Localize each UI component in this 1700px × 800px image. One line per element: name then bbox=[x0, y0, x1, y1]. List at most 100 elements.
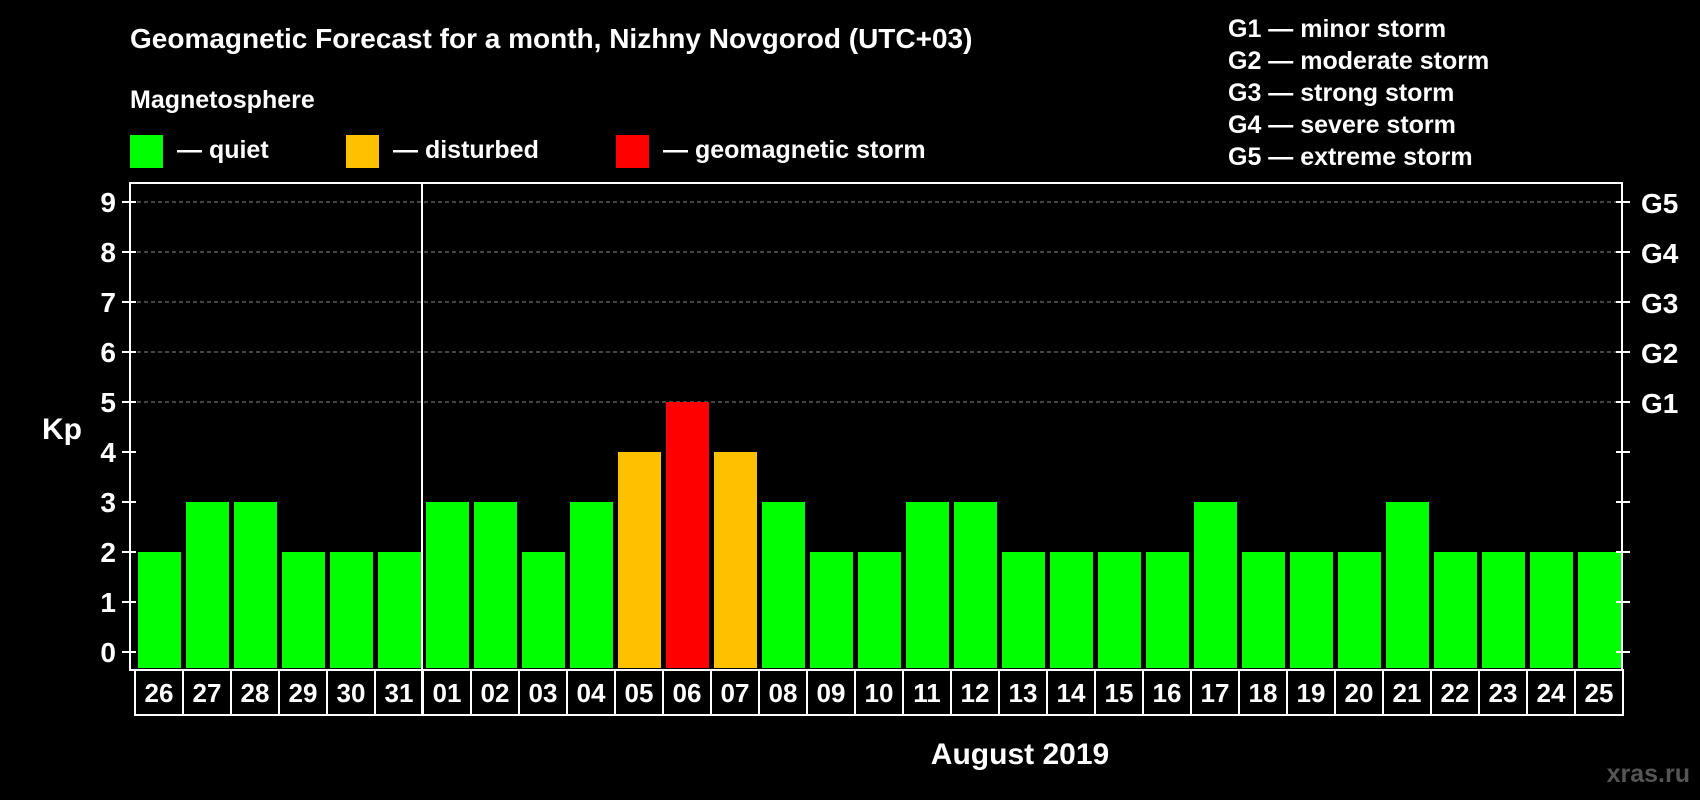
bar-03 bbox=[522, 552, 565, 668]
x-tick-label: 09 bbox=[817, 678, 846, 708]
bar-22 bbox=[1434, 552, 1477, 668]
x-tick-label: 03 bbox=[529, 678, 558, 708]
storm-scale-legend: G1 — minor storm G2 — moderate storm G3 — … bbox=[1228, 15, 1489, 171]
bar-17 bbox=[1194, 502, 1237, 668]
bar-26 bbox=[138, 552, 181, 668]
bar-19 bbox=[1290, 552, 1333, 668]
bar-21 bbox=[1386, 502, 1429, 668]
x-tick-label: 28 bbox=[241, 678, 270, 708]
bar-29 bbox=[282, 552, 325, 668]
bar-23 bbox=[1482, 552, 1525, 668]
right-axis: G1 G2 G3 G4 G5 bbox=[1616, 188, 1679, 653]
bar-10 bbox=[858, 552, 901, 668]
x-tick-label: 19 bbox=[1297, 678, 1326, 708]
bar-01 bbox=[426, 502, 469, 668]
x-tick-label: 18 bbox=[1249, 678, 1278, 708]
bar-16 bbox=[1146, 552, 1189, 668]
bar-04 bbox=[570, 502, 613, 668]
x-tick-label: 05 bbox=[625, 678, 654, 708]
x-tick-label: 21 bbox=[1393, 678, 1422, 708]
bar-27 bbox=[186, 502, 229, 668]
bar-25 bbox=[1578, 552, 1621, 668]
y-axis: 0 1 2 3 4 5 6 7 8 9 bbox=[100, 187, 136, 668]
bar-06 bbox=[666, 402, 709, 668]
chart-title: Geomagnetic Forecast for a month, Nizhny… bbox=[130, 23, 972, 54]
storm-scale-item: G1 — minor storm bbox=[1228, 15, 1446, 43]
legend-swatch-quiet bbox=[130, 135, 163, 168]
bar-12 bbox=[954, 502, 997, 668]
storm-scale-item: G3 — strong storm bbox=[1228, 79, 1454, 107]
y-tick-label: 0 bbox=[100, 637, 116, 668]
x-tick-label: 25 bbox=[1585, 678, 1614, 708]
y-tick-label: 5 bbox=[100, 387, 116, 418]
right-axis-label-G5: G5 bbox=[1641, 188, 1678, 219]
status-legend: — quiet — disturbed — geomagnetic storm bbox=[130, 135, 926, 168]
right-axis-label-G4: G4 bbox=[1641, 238, 1679, 269]
y-tick-label: 8 bbox=[100, 237, 116, 268]
bar-14 bbox=[1050, 552, 1093, 668]
storm-scale-item: G4 — severe storm bbox=[1228, 111, 1456, 139]
bar-24 bbox=[1530, 552, 1573, 668]
x-tick-label: 30 bbox=[337, 678, 366, 708]
legend-swatch-disturbed bbox=[346, 135, 379, 168]
legend-label-quiet: — quiet bbox=[177, 136, 269, 164]
x-tick-label: 16 bbox=[1153, 678, 1182, 708]
x-tick-label: 07 bbox=[721, 678, 750, 708]
x-axis-label: August 2019 bbox=[931, 738, 1109, 771]
x-tick-label: 02 bbox=[481, 678, 510, 708]
x-tick-label: 23 bbox=[1489, 678, 1518, 708]
x-tick-label: 11 bbox=[913, 678, 941, 708]
x-axis-cells: 26 27 28 29 30 31 01 02 03 04 05 06 07 08 09 10 11 12 13 14… bbox=[134, 669, 1624, 716]
x-tick-label: 27 bbox=[193, 678, 222, 708]
x-cells-frame bbox=[134, 669, 1624, 716]
bar-15 bbox=[1098, 552, 1141, 668]
right-axis-label-G1: G1 bbox=[1641, 388, 1678, 419]
legend-label-storm: — geomagnetic storm bbox=[663, 136, 926, 164]
y-tick-label: 2 bbox=[100, 537, 116, 568]
y-tick-label: 3 bbox=[100, 487, 116, 518]
x-tick-label: 01 bbox=[433, 678, 462, 708]
watermark: xras.ru bbox=[1607, 760, 1690, 788]
bar-07 bbox=[714, 452, 757, 668]
bar-08 bbox=[762, 502, 805, 668]
x-tick-label: 26 bbox=[145, 678, 174, 708]
bar-09 bbox=[810, 552, 853, 668]
x-tick-label: 14 bbox=[1057, 678, 1086, 708]
storm-scale-item: G5 — extreme storm bbox=[1228, 143, 1473, 171]
x-tick-label: 29 bbox=[289, 678, 318, 708]
legend-label-disturbed: — disturbed bbox=[393, 136, 539, 164]
x-tick-label: 13 bbox=[1009, 678, 1038, 708]
bar-02 bbox=[474, 502, 517, 668]
y-tick-label: 6 bbox=[100, 337, 116, 368]
x-tick-label: 10 bbox=[865, 678, 894, 708]
x-tick-label: 15 bbox=[1105, 678, 1134, 708]
x-tick-label: 12 bbox=[961, 678, 990, 708]
x-tick-label: 31 bbox=[385, 678, 414, 708]
bar-05 bbox=[618, 452, 661, 668]
x-tick-label: 22 bbox=[1441, 678, 1470, 708]
x-tick-label: 04 bbox=[577, 678, 606, 708]
bar-20 bbox=[1338, 552, 1381, 668]
y-axis-label: Kp bbox=[42, 413, 82, 446]
storm-scale-item: G2 — moderate storm bbox=[1228, 47, 1489, 75]
bar-11 bbox=[906, 502, 949, 668]
bars bbox=[138, 402, 1621, 668]
bar-13 bbox=[1002, 552, 1045, 668]
x-tick-label: 06 bbox=[673, 678, 702, 708]
x-tick-label: 20 bbox=[1345, 678, 1374, 708]
bar-28 bbox=[234, 502, 277, 668]
y-tick-label: 7 bbox=[100, 287, 116, 318]
right-axis-label-G3: G3 bbox=[1641, 288, 1678, 319]
chart-subtitle: Magnetosphere bbox=[130, 86, 315, 114]
bar-31 bbox=[378, 552, 421, 668]
y-tick-label: 4 bbox=[100, 437, 116, 468]
x-tick-label: 08 bbox=[769, 678, 798, 708]
y-tick-label: 9 bbox=[100, 187, 116, 218]
right-axis-label-G2: G2 bbox=[1641, 338, 1678, 369]
bar-18 bbox=[1242, 552, 1285, 668]
x-tick-label: 24 bbox=[1537, 678, 1566, 708]
y-tick-label: 1 bbox=[100, 587, 116, 618]
legend-swatch-storm bbox=[616, 135, 649, 168]
grid-lines bbox=[130, 201, 1622, 403]
